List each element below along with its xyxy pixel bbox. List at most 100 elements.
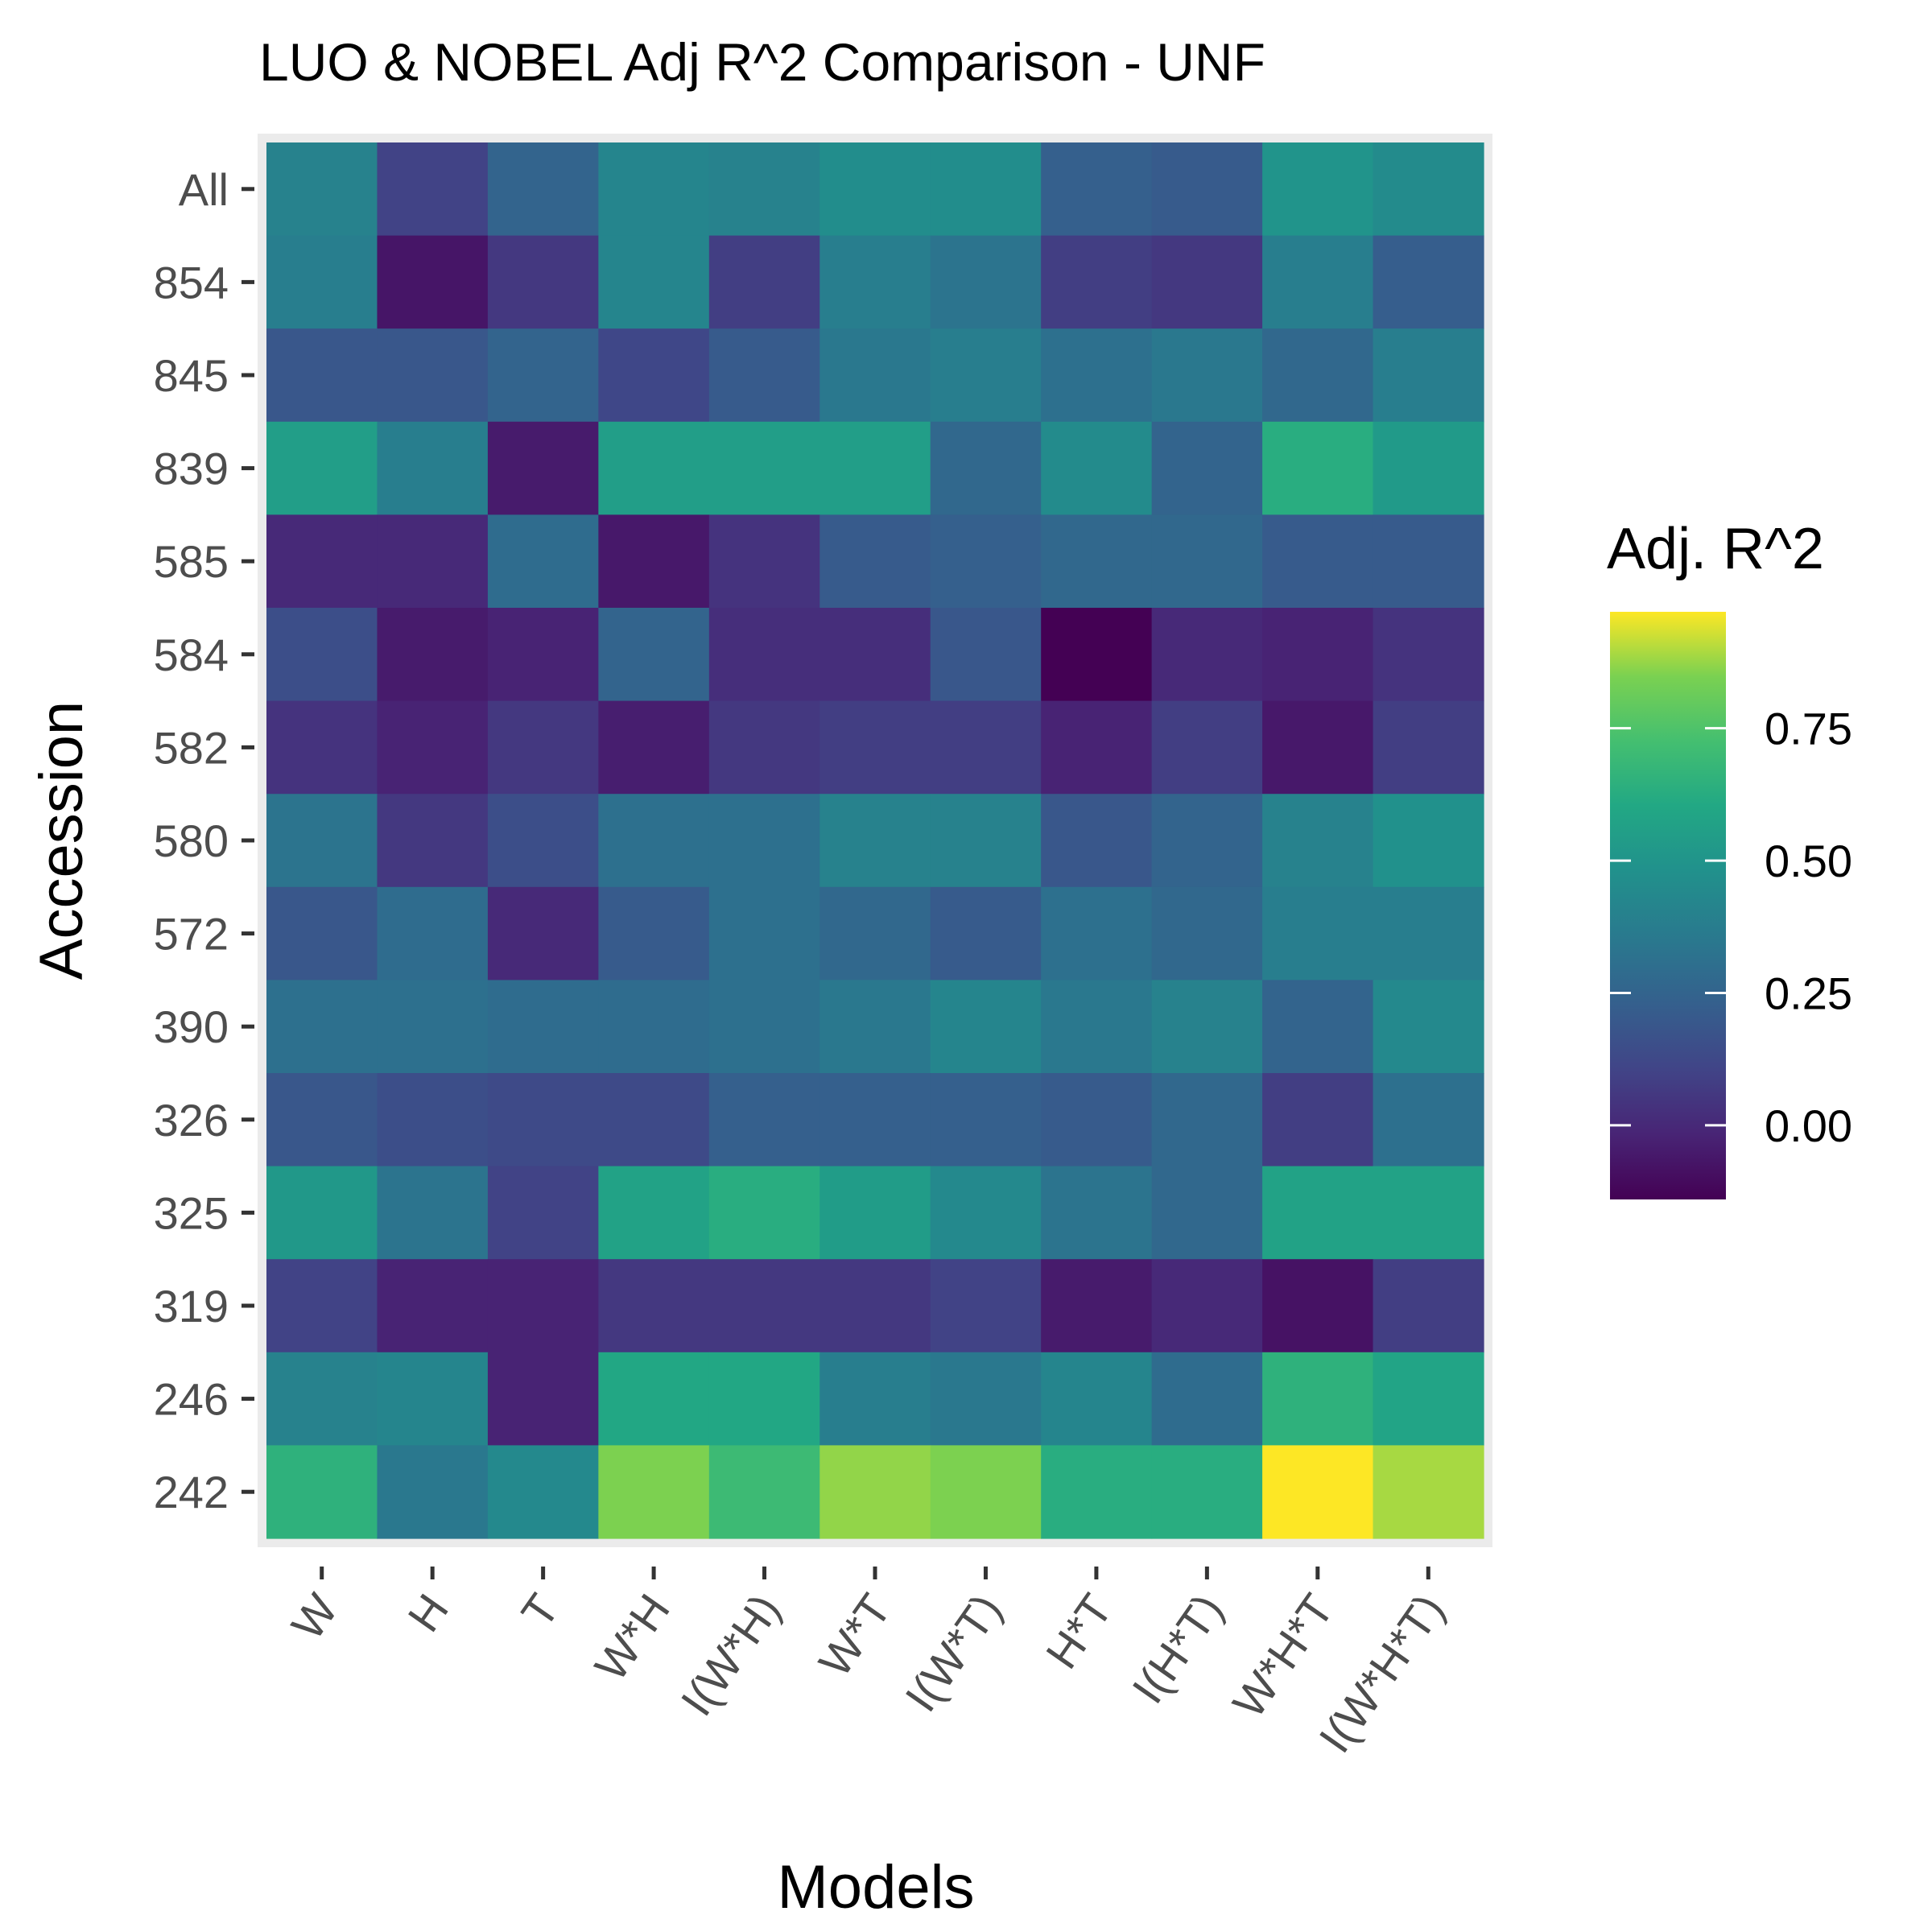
x-tick-label: H <box>398 1585 458 1641</box>
heatmap-cell <box>377 421 489 515</box>
heatmap-cell <box>598 1352 710 1446</box>
heatmap-cell <box>930 1445 1042 1539</box>
heatmap-cell <box>1041 1166 1153 1260</box>
heatmap-cell <box>266 608 378 702</box>
heatmap-cell <box>266 794 378 888</box>
heatmap-cell <box>930 142 1042 237</box>
x-axis: W H T W*HI(W*H) W*TI(W*T) H*T I(H*T)W*H*TI(W*H… <box>282 1567 1454 1761</box>
heatmap-cell <box>708 142 820 237</box>
y-tick-label: 854 <box>154 257 229 308</box>
heatmap-cell <box>377 514 489 609</box>
heatmap-cell <box>1041 1352 1153 1446</box>
heatmap-cell <box>598 794 710 888</box>
heatmap-cell <box>708 235 820 329</box>
heatmap-cell <box>598 608 710 702</box>
heatmap-cell <box>377 235 489 329</box>
y-tick-label: 572 <box>154 909 229 960</box>
heatmap-cell <box>708 886 820 980</box>
heatmap-cell <box>1373 235 1484 329</box>
heatmap-cell <box>1262 421 1374 515</box>
heatmap-cell <box>708 608 820 702</box>
heatmap-cell <box>487 421 599 515</box>
heatmap-cell <box>1262 514 1374 609</box>
heatmap-cell <box>487 700 599 795</box>
heatmap-cell <box>819 514 931 609</box>
heatmap-cell <box>377 1445 489 1539</box>
heatmap-cell <box>487 1073 599 1167</box>
legend-colorbar <box>1610 612 1726 1199</box>
heatmap-cell <box>487 794 599 888</box>
heatmap-cell <box>598 1259 710 1353</box>
heatmap-cell <box>266 328 378 423</box>
heatmap-cell <box>1373 700 1484 795</box>
y-tick-label: 845 <box>154 350 229 401</box>
heatmap-cell <box>819 980 931 1074</box>
x-tick-label: I(W*T) <box>895 1585 1011 1721</box>
y-axis-title: Accession <box>27 701 96 980</box>
heatmap-cell <box>377 794 489 888</box>
heatmap-cell <box>930 886 1042 980</box>
x-tick-label: W*H*T <box>1223 1585 1344 1727</box>
y-tick-label: 584 <box>154 630 229 680</box>
heatmap-cell <box>1041 1445 1153 1539</box>
heatmap-cell <box>1373 608 1484 702</box>
heatmap-cell <box>377 1259 489 1353</box>
heatmap-cell <box>1151 421 1263 515</box>
heatmap-cell <box>930 235 1042 329</box>
heatmap-cell <box>1041 421 1153 515</box>
heatmap-cell <box>1262 1259 1374 1353</box>
heatmap-cell <box>1373 886 1484 980</box>
x-tick-label: I(H*T) <box>1122 1585 1232 1712</box>
heatmap-cell <box>1262 328 1374 423</box>
heatmap-cell <box>930 980 1042 1074</box>
heatmap-cell <box>377 142 489 237</box>
heatmap-cell <box>487 328 599 423</box>
heatmap-cell <box>819 1073 931 1167</box>
heatmap-cell <box>1262 794 1374 888</box>
heatmap-cell <box>266 142 378 237</box>
heatmap-cell <box>1373 1073 1484 1167</box>
heatmap-cell <box>1151 1259 1263 1353</box>
heatmap-cell <box>1262 142 1374 237</box>
heatmap-cell <box>930 1259 1042 1353</box>
heatmap-cell <box>487 1259 599 1353</box>
heatmap-cell <box>598 1073 710 1167</box>
heatmap-cell <box>930 608 1042 702</box>
heatmap-cell <box>1373 1352 1484 1446</box>
heatmap-cell <box>1262 1166 1374 1260</box>
heatmap-cell <box>1373 1166 1484 1260</box>
heatmap-cell <box>598 1445 710 1539</box>
heatmap-cell <box>487 1352 599 1446</box>
heatmap-cell <box>1151 142 1263 237</box>
heatmap-cell <box>1151 1073 1263 1167</box>
legend-label: 0.75 <box>1765 704 1852 754</box>
heatmap-cell <box>819 421 931 515</box>
y-tick-label: 326 <box>154 1095 229 1146</box>
heatmap-cell <box>598 886 710 980</box>
heatmap-cell <box>598 142 710 237</box>
heatmap-cell <box>598 421 710 515</box>
heatmap-cell <box>266 1352 378 1446</box>
heatmap-cell <box>819 235 931 329</box>
heatmap-cell <box>377 980 489 1074</box>
heatmap-cell <box>708 514 820 609</box>
heatmap-cell <box>598 514 710 609</box>
heatmap-cell <box>708 1352 820 1446</box>
heatmap-cell <box>1262 980 1374 1074</box>
heatmap-cell <box>266 1259 378 1353</box>
heatmap-cell <box>266 700 378 795</box>
heatmap-cell <box>1262 608 1374 702</box>
heatmap-cell <box>487 1166 599 1260</box>
heatmap-cell <box>708 700 820 795</box>
heatmap-cell <box>1041 142 1153 237</box>
heatmap-cell <box>930 1352 1042 1446</box>
heatmap-cell <box>598 980 710 1074</box>
heatmap-cell <box>266 1073 378 1167</box>
chart-title: LUO & NOBEL Adj R^2 Comparison - UNF <box>259 32 1265 92</box>
heatmap-cell <box>819 1445 931 1539</box>
heatmap-cell <box>1151 1166 1263 1260</box>
legend: Adj. R^2 0.75 0.50 0.25 0.00 <box>1607 517 1852 1199</box>
x-tick-label: W <box>282 1585 348 1649</box>
heatmap-cell <box>1041 235 1153 329</box>
heatmap-cell <box>930 700 1042 795</box>
